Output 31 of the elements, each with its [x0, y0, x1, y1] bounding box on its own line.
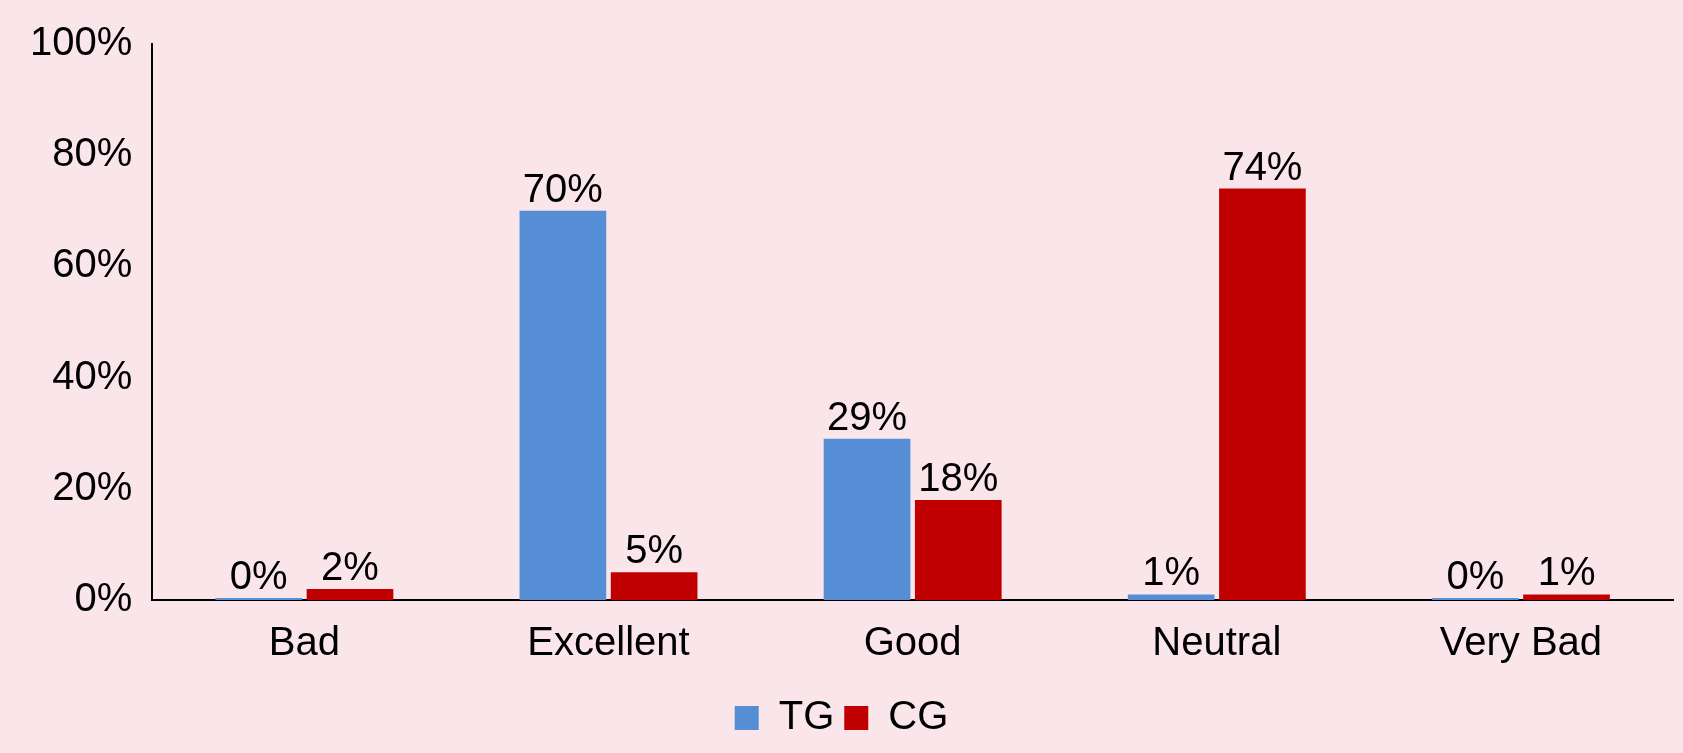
- x-tick-label: Bad: [268, 619, 340, 664]
- bar: [519, 210, 607, 600]
- data-label: 70%: [522, 165, 603, 210]
- data-label: 1%: [1537, 549, 1596, 594]
- y-tick-label: 60%: [52, 241, 133, 286]
- data-label: 29%: [827, 393, 908, 438]
- data-label: 0%: [229, 553, 288, 598]
- bar: [1219, 188, 1306, 600]
- y-tick-label: 100%: [29, 19, 133, 64]
- legend-label: TG: [778, 693, 835, 738]
- bar: [914, 499, 1002, 600]
- x-tick-label: Good: [863, 619, 962, 664]
- legend-label: CG: [888, 693, 949, 738]
- bar: [610, 572, 698, 600]
- data-label: 0%: [1446, 553, 1505, 598]
- data-label: 74%: [1222, 143, 1303, 188]
- data-label: 18%: [918, 454, 999, 499]
- y-tick-label: 80%: [52, 130, 133, 175]
- x-tick-label: Neutral: [1152, 619, 1282, 664]
- data-label: 5%: [625, 527, 684, 572]
- y-tick-label: 40%: [52, 352, 133, 397]
- data-label: 2%: [321, 543, 379, 588]
- bar: [823, 438, 911, 600]
- y-tick-label: 0%: [74, 575, 133, 620]
- y-tick-label: 20%: [52, 463, 133, 508]
- x-tick-label: Excellent: [527, 619, 690, 664]
- x-tick-label: Very Bad: [1439, 619, 1603, 664]
- bar: [1127, 594, 1215, 600]
- bar: [306, 588, 394, 600]
- bar: [1523, 594, 1610, 600]
- data-label: 1%: [1142, 549, 1201, 594]
